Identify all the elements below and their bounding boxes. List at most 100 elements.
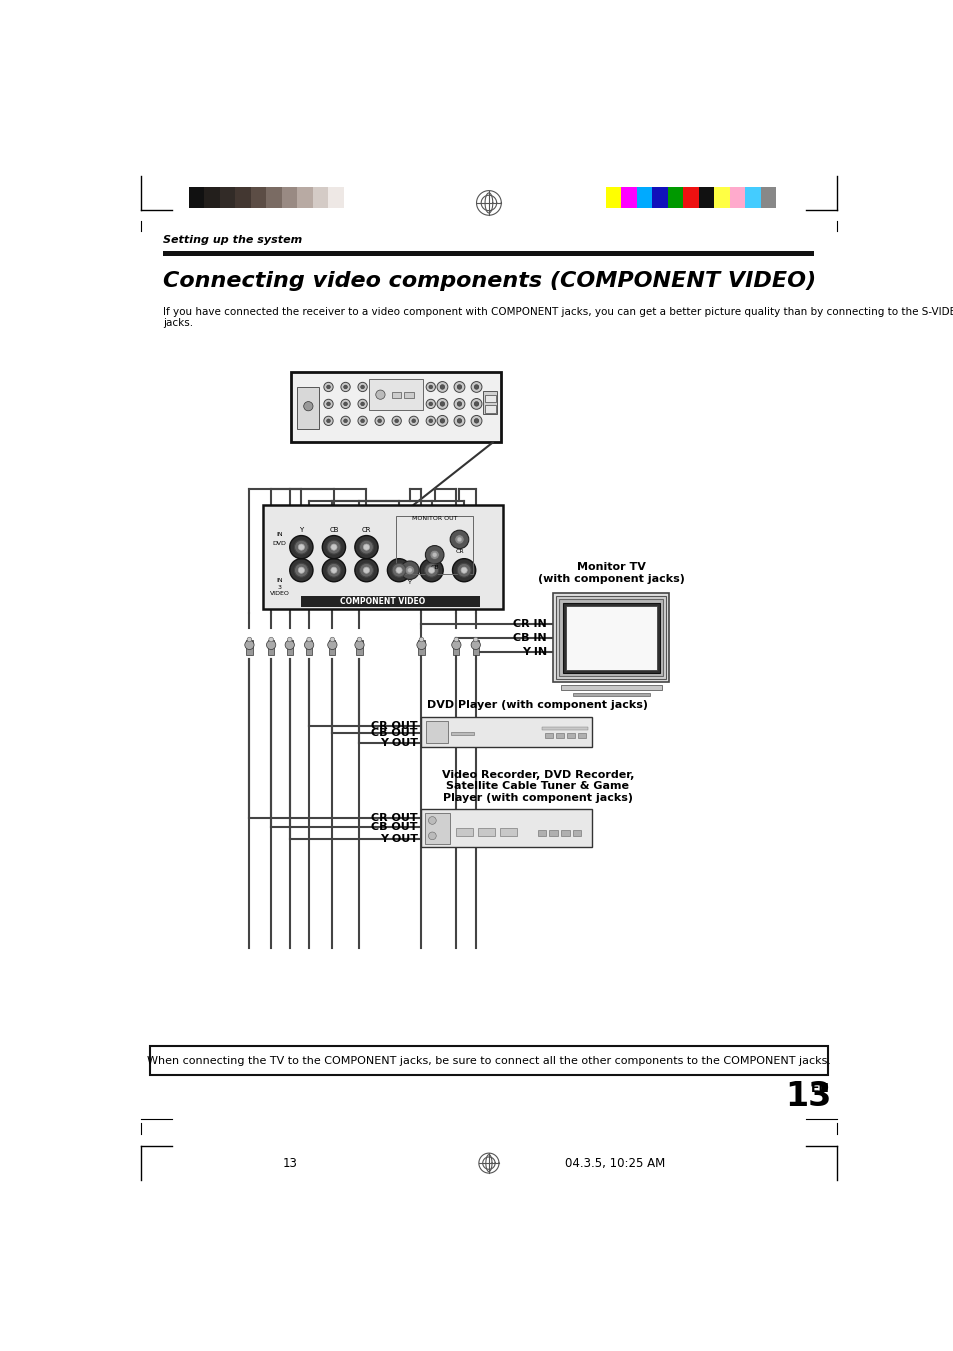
Text: 13: 13 xyxy=(282,1156,297,1170)
Bar xyxy=(286,639,293,655)
Circle shape xyxy=(409,416,418,426)
Circle shape xyxy=(409,400,418,408)
Circle shape xyxy=(323,400,333,408)
Circle shape xyxy=(355,640,364,650)
Circle shape xyxy=(409,382,418,392)
Circle shape xyxy=(429,385,433,389)
Text: 04.3.5, 10:25 AM: 04.3.5, 10:25 AM xyxy=(564,1156,664,1170)
Circle shape xyxy=(331,567,336,573)
Text: CB IN: CB IN xyxy=(513,634,546,643)
Bar xyxy=(291,372,500,442)
Circle shape xyxy=(303,401,313,411)
Circle shape xyxy=(456,385,461,389)
Bar xyxy=(404,392,414,397)
Text: CR IN: CR IN xyxy=(513,619,546,630)
Bar xyxy=(301,596,479,607)
Circle shape xyxy=(456,401,461,407)
Bar xyxy=(246,639,253,655)
Circle shape xyxy=(474,385,478,389)
Circle shape xyxy=(452,559,476,582)
Bar xyxy=(472,639,478,655)
Circle shape xyxy=(412,403,416,405)
Circle shape xyxy=(456,538,461,542)
Text: Y OUT: Y OUT xyxy=(379,739,417,748)
Bar xyxy=(545,732,553,738)
Circle shape xyxy=(392,382,401,392)
Bar xyxy=(426,721,447,743)
Circle shape xyxy=(360,403,364,405)
Bar xyxy=(637,186,652,208)
Circle shape xyxy=(327,563,340,577)
Circle shape xyxy=(473,638,477,642)
Circle shape xyxy=(425,546,443,565)
Bar xyxy=(499,828,517,836)
Bar xyxy=(605,186,620,208)
Circle shape xyxy=(294,563,308,577)
Circle shape xyxy=(450,530,468,549)
Circle shape xyxy=(395,385,398,389)
Circle shape xyxy=(395,419,398,423)
Bar xyxy=(553,593,669,682)
Text: 13: 13 xyxy=(785,1079,831,1113)
Bar xyxy=(425,813,450,843)
Circle shape xyxy=(375,382,384,392)
Circle shape xyxy=(375,416,384,426)
Circle shape xyxy=(454,399,464,409)
Bar xyxy=(682,186,699,208)
Bar xyxy=(572,693,649,696)
Circle shape xyxy=(436,381,447,392)
Text: DVD Player (with component jacks): DVD Player (with component jacks) xyxy=(427,700,648,711)
Bar xyxy=(558,600,662,676)
Circle shape xyxy=(405,566,415,574)
Text: VIDEO: VIDEO xyxy=(270,590,290,596)
Bar xyxy=(562,603,659,673)
Circle shape xyxy=(416,640,426,650)
Bar xyxy=(150,1046,827,1075)
Circle shape xyxy=(298,567,304,573)
Bar xyxy=(268,639,274,655)
Circle shape xyxy=(377,385,381,389)
Circle shape xyxy=(327,540,340,554)
Bar xyxy=(395,516,473,574)
Circle shape xyxy=(439,385,444,389)
Circle shape xyxy=(426,382,435,392)
Circle shape xyxy=(290,535,313,559)
Circle shape xyxy=(363,567,369,573)
Circle shape xyxy=(360,419,364,423)
Circle shape xyxy=(424,563,438,577)
Circle shape xyxy=(395,567,402,573)
Circle shape xyxy=(456,563,471,577)
Circle shape xyxy=(304,640,314,650)
Circle shape xyxy=(436,416,447,426)
Circle shape xyxy=(419,559,443,582)
Circle shape xyxy=(375,400,384,408)
Circle shape xyxy=(326,403,330,405)
Circle shape xyxy=(326,385,330,389)
Bar xyxy=(453,639,459,655)
Circle shape xyxy=(359,563,373,577)
Bar xyxy=(556,596,666,678)
Text: CR OUT: CR OUT xyxy=(371,813,417,823)
Circle shape xyxy=(452,640,460,650)
Circle shape xyxy=(377,403,381,405)
Bar xyxy=(418,639,424,655)
Circle shape xyxy=(460,567,467,573)
Bar xyxy=(484,394,496,403)
Circle shape xyxy=(287,638,292,642)
Circle shape xyxy=(418,638,423,642)
Bar xyxy=(344,186,359,208)
Circle shape xyxy=(377,419,381,423)
Text: If you have connected the receiver to a video component with COMPONENT jacks, yo: If you have connected the receiver to a … xyxy=(163,307,953,328)
Text: IN: IN xyxy=(276,578,283,584)
Circle shape xyxy=(269,638,274,642)
Bar xyxy=(560,830,569,836)
Bar xyxy=(204,186,220,208)
Bar xyxy=(392,392,401,397)
Bar xyxy=(251,186,266,208)
Circle shape xyxy=(471,381,481,392)
Text: Setting up the system: Setting up the system xyxy=(163,235,302,246)
Bar xyxy=(541,727,587,731)
Text: CB: CB xyxy=(430,565,438,570)
Circle shape xyxy=(426,400,435,408)
Circle shape xyxy=(412,419,416,423)
